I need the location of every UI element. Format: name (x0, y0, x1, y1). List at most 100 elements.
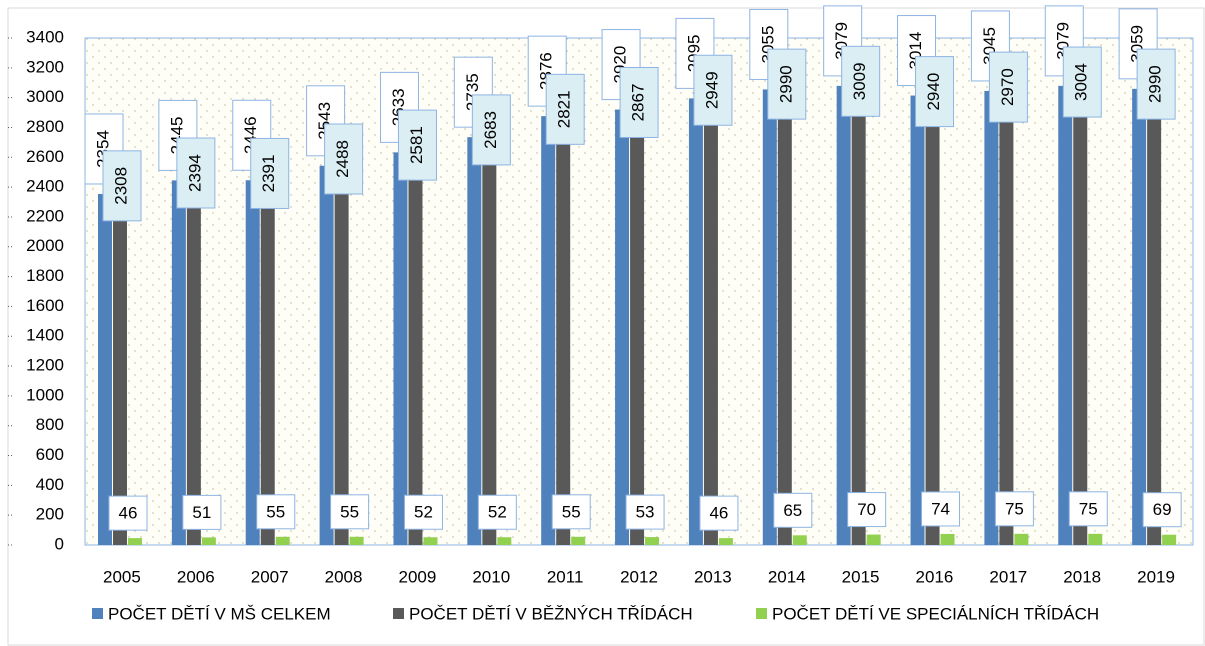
bar (98, 193, 112, 546)
bar (349, 536, 364, 545)
bar (541, 116, 556, 546)
data-label-box (847, 492, 887, 528)
data-label-box (330, 494, 370, 530)
data-label-box (324, 123, 364, 195)
data-label-box (773, 492, 813, 528)
bar (630, 117, 645, 545)
data-label-box (988, 51, 1028, 123)
data-label: 3009 (850, 62, 869, 100)
data-label: 46 (709, 504, 728, 523)
data-label-box (250, 137, 290, 209)
data-label-box (176, 137, 216, 209)
data-label-box (1142, 492, 1182, 528)
legend-swatch (756, 608, 767, 619)
bar (940, 533, 955, 545)
y-tick-label: 3200 (26, 57, 64, 76)
x-tick-label: 2007 (251, 567, 289, 586)
y-tick-label: 3400 (26, 27, 64, 46)
data-label-box (471, 94, 511, 166)
bar (113, 200, 127, 545)
data-label: 74 (931, 499, 950, 518)
data-label: 3004 (1072, 63, 1091, 101)
x-tick-label: 2013 (694, 567, 732, 586)
data-label: 2821 (555, 90, 574, 128)
x-tick-label: 2008 (325, 567, 363, 586)
data-label: 69 (1153, 500, 1172, 519)
bar (762, 89, 777, 545)
data-label: 55 (340, 502, 359, 521)
y-tick-label: 1200 (26, 356, 64, 375)
bar (1073, 97, 1088, 545)
data-label: 2990 (776, 65, 795, 103)
x-tick-label: 2005 (103, 567, 141, 586)
x-tick-label: 2014 (768, 567, 806, 586)
x-tick-label: 2006 (177, 567, 215, 586)
bar (556, 124, 571, 546)
data-label-box (108, 495, 148, 531)
data-label-box (1136, 48, 1176, 120)
y-tick-label: 2400 (26, 177, 64, 196)
bar (260, 188, 275, 545)
bar (984, 90, 999, 545)
bar (999, 102, 1014, 545)
bar (482, 144, 497, 545)
x-tick-label: 2010 (472, 567, 510, 586)
bar (1162, 534, 1177, 545)
data-label: 52 (414, 503, 433, 522)
frame (7, 7, 1205, 646)
data-label: 2391 (259, 155, 278, 193)
x-tick-label: 2018 (1063, 567, 1101, 586)
bar (245, 180, 260, 545)
data-label: 70 (857, 500, 876, 519)
data-label: 2581 (407, 126, 426, 164)
data-label-box (841, 45, 881, 117)
legend-label: POČET DĚTÍ VE SPECIÁLNÍCH TŘÍDÁCH (772, 604, 1099, 623)
data-label-box (477, 494, 517, 530)
bar (1147, 99, 1162, 545)
y-tick-label: 1000 (26, 385, 64, 404)
data-label-box (397, 109, 437, 181)
data-label: 52 (488, 503, 507, 522)
y-tick-label: 3000 (26, 87, 64, 106)
data-label-box (403, 494, 443, 530)
x-tick-label: 2019 (1137, 567, 1175, 586)
data-label-box (699, 495, 739, 531)
data-label: 2683 (481, 111, 500, 149)
data-label-box (994, 491, 1034, 527)
legend-label: POČET DĚTÍ V MŠ CELKEM (108, 604, 331, 623)
data-label: 2394 (185, 154, 204, 192)
legend-swatch (393, 608, 404, 619)
x-tick-label: 2017 (989, 567, 1027, 586)
bar (718, 538, 733, 545)
data-label: 65 (783, 501, 802, 520)
x-tick-label: 2009 (398, 567, 436, 586)
data-label: 2488 (333, 140, 352, 178)
bar (1014, 533, 1029, 545)
bar (423, 537, 438, 545)
y-tick-label: 400 (36, 475, 64, 494)
bar (334, 173, 349, 545)
data-label: 46 (119, 504, 138, 523)
data-label-box (545, 73, 585, 145)
y-tick-label: 1400 (26, 326, 64, 345)
bar (393, 152, 408, 545)
bar (571, 536, 586, 545)
data-label: 55 (266, 502, 285, 521)
data-label: 2990 (1146, 65, 1165, 103)
data-label-box (182, 494, 222, 530)
y-tick-label: 600 (36, 445, 64, 464)
y-tick-label: 1600 (26, 296, 64, 315)
legend-label: POČET DĚTÍ V BĚŽNÝCH TŘÍDÁCH (409, 604, 693, 623)
data-label-box (693, 54, 733, 126)
bar (792, 535, 807, 545)
data-label-box (1068, 491, 1108, 527)
y-tick-label: 200 (36, 505, 64, 524)
bar (319, 165, 334, 545)
bar (851, 96, 866, 546)
data-label: 2867 (629, 84, 648, 122)
data-label: 2949 (702, 71, 721, 109)
bar (171, 180, 186, 545)
data-label-box (256, 494, 296, 530)
bar (408, 160, 423, 545)
